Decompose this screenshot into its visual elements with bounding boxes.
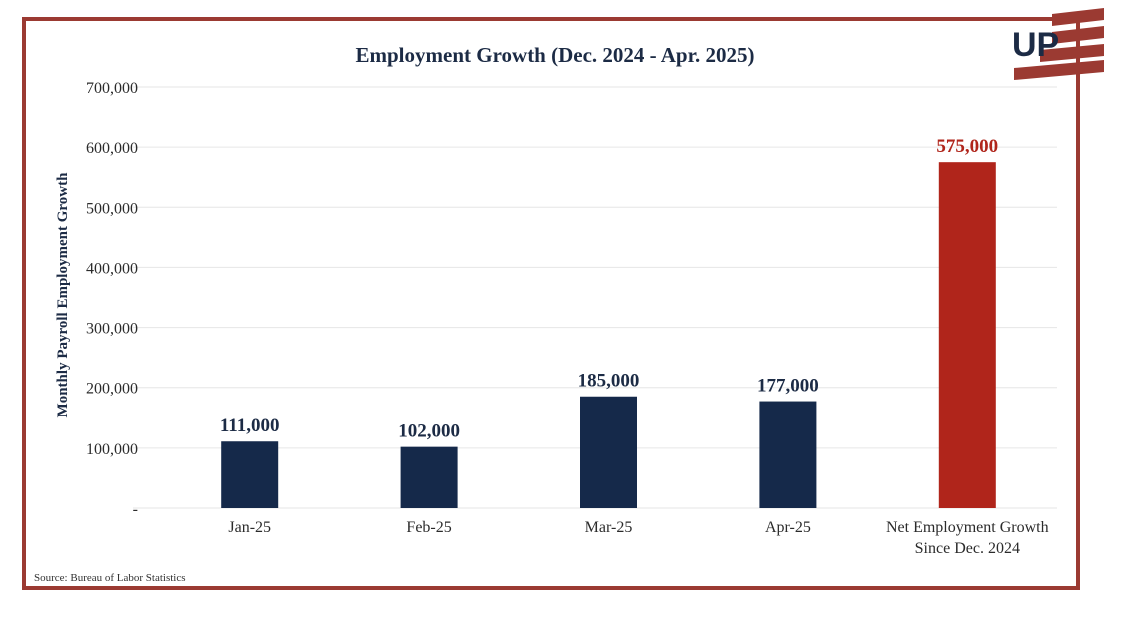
y-axis-ticks: - 100,000 200,000 300,000 400,000 500,000 600,… xyxy=(86,80,138,518)
chart-title: Employment Growth (Dec. 2024 - Apr. 2025… xyxy=(356,43,755,67)
bars xyxy=(221,162,996,508)
source-note: Source: Bureau of Labor Statistics xyxy=(34,572,186,584)
x-category-label: Net Employment Growth xyxy=(886,519,1049,536)
y-tick-label: 500,000 xyxy=(86,200,138,217)
data-label: 185,000 xyxy=(578,371,640,392)
bar xyxy=(221,441,279,508)
x-category-label: Feb-25 xyxy=(406,519,451,536)
y-tick-label: 300,000 xyxy=(86,321,138,338)
chart-frame xyxy=(22,17,1080,590)
data-label: 111,000 xyxy=(220,415,280,436)
bar xyxy=(938,162,996,508)
y-tick-label: - xyxy=(133,501,138,518)
x-category-label: Jan-25 xyxy=(228,519,271,536)
bar xyxy=(400,446,458,508)
data-labels: 111,000 102,000 185,000 177,000 575,000 xyxy=(220,136,998,441)
x-category-label: Since Dec. 2024 xyxy=(915,540,1020,557)
bar xyxy=(759,401,817,508)
data-label: 177,000 xyxy=(757,376,819,397)
bar xyxy=(580,396,637,508)
x-category-label: Mar-25 xyxy=(585,519,633,536)
y-axis-label: Monthly Payroll Employment Growth xyxy=(55,172,71,418)
up-logo-stripes-icon xyxy=(1014,8,1104,80)
y-tick-label: 400,000 xyxy=(86,260,138,277)
y-tick-label: 700,000 xyxy=(86,80,138,97)
data-label: 575,000 xyxy=(936,136,998,157)
data-label: 102,000 xyxy=(398,421,460,442)
up-logo: UP xyxy=(1012,8,1104,80)
x-axis-categories: Jan-25 Feb-25 Mar-25 Apr-25 Net Employment G… xyxy=(228,519,1048,557)
gridlines xyxy=(133,86,1057,509)
y-tick-label: 600,000 xyxy=(86,140,138,157)
y-tick-label: 200,000 xyxy=(86,381,138,398)
y-tick-label: 100,000 xyxy=(86,441,138,458)
x-category-label: Apr-25 xyxy=(765,519,811,536)
up-logo-text: UP xyxy=(1012,26,1059,64)
